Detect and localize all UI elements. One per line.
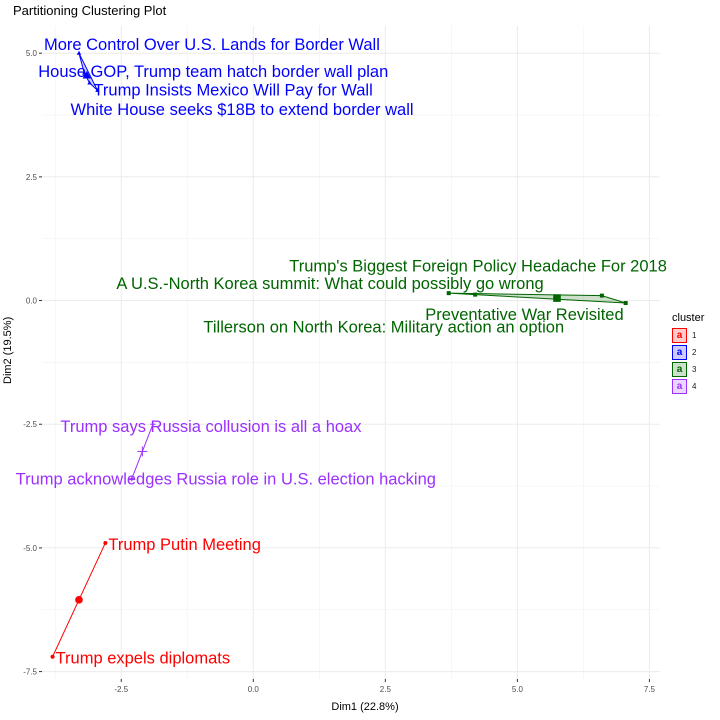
y-tick-label: -2.5 xyxy=(23,420,37,429)
legend-item-1: a 1 xyxy=(672,327,704,344)
legend-label-2: 2 xyxy=(692,348,697,357)
y-tick-label: 0.0 xyxy=(26,297,38,306)
x-tick-label: -2.5 xyxy=(114,685,128,694)
point-label: More Control Over U.S. Lands for Border … xyxy=(44,36,380,54)
x-tick-label: 0.0 xyxy=(248,685,260,694)
point-label: A U.S.-North Korea summit: What could po… xyxy=(116,275,543,293)
point-label: House GOP, Trump team hatch border wall … xyxy=(38,63,388,81)
cluster-center-1 xyxy=(75,596,83,604)
legend-item-2: a 2 xyxy=(672,344,704,361)
legend-key-2: a xyxy=(672,345,687,360)
x-tick-label: 5.0 xyxy=(512,685,524,694)
cluster-2 xyxy=(76,50,100,92)
y-tick-label: 5.0 xyxy=(26,49,38,58)
point-label: Trump says Russia collusion is all a hoa… xyxy=(60,418,362,436)
panel-background xyxy=(42,26,660,679)
cluster-1 xyxy=(50,540,108,659)
x-axis-label: Dim1 (22.8%) xyxy=(0,701,720,713)
x-tick-label: 7.5 xyxy=(644,685,656,694)
point-2-1 xyxy=(76,50,82,55)
cluster-center-3 xyxy=(553,294,561,302)
legend-item-4: a 4 xyxy=(672,378,704,395)
y-tick-label: 2.5 xyxy=(26,173,38,182)
point-label: Trump expels diplomats xyxy=(56,650,231,668)
x-axis-label-text: Dim1 (22.8%) xyxy=(331,701,399,713)
legend-label-4: 4 xyxy=(692,382,697,391)
legend-key-3: a xyxy=(672,362,687,377)
chart-title: Partitioning Clustering Plot xyxy=(13,3,167,18)
legend-label-1: 1 xyxy=(692,331,697,340)
point-3-4 xyxy=(473,292,478,297)
y-tick-label: -5.0 xyxy=(23,544,37,553)
cluster-center-2 xyxy=(82,70,92,79)
legend-key-1: a xyxy=(672,328,687,343)
point-3-3 xyxy=(623,301,628,306)
point-1-1 xyxy=(103,540,108,545)
legend-key-4: a xyxy=(672,379,687,394)
legend-item-3: a 3 xyxy=(672,361,704,378)
point-label: Tillerson on North Korea: Military actio… xyxy=(203,319,564,337)
axes: -2.5 0.0 2.5 5.0 7.5 -7.5 -5.0 -2.5 0.0 2.5 5.0 xyxy=(23,49,655,694)
point-label: Trump acknowledges Russia role in U.S. e… xyxy=(16,471,436,489)
legend-label-3: 3 xyxy=(692,365,697,374)
point-3-1 xyxy=(599,293,604,298)
cluster-center-4 xyxy=(137,446,148,457)
point-label: Trump's Biggest Foreign Policy Headache … xyxy=(289,258,667,276)
grid xyxy=(42,26,660,679)
legend: cluster a 1 a 2 a 3 a 4 xyxy=(672,312,704,395)
point-4-1 xyxy=(150,421,156,427)
point-labels: Trump Putin Meeting Trump expels diplomat… xyxy=(16,36,667,668)
x-tick-label: 2.5 xyxy=(380,685,392,694)
point-2-4 xyxy=(87,80,92,85)
point-4-2 xyxy=(129,476,135,482)
point-2-3 xyxy=(95,87,100,92)
point-3-2 xyxy=(446,291,451,296)
point-2-2 xyxy=(82,70,87,75)
point-label: White House seeks $18B to extend border … xyxy=(71,101,414,119)
y-tick-label: -7.5 xyxy=(23,668,37,677)
cluster-4 xyxy=(129,421,156,482)
point-label: Preventative War Revisited xyxy=(425,306,623,324)
point-1-2 xyxy=(50,654,55,659)
point-label: Trump Putin Meeting xyxy=(108,536,261,554)
cluster-3 xyxy=(446,291,628,306)
clusters xyxy=(50,50,628,659)
y-axis-label: Dim2 (19.5%) xyxy=(2,316,14,384)
point-label: Trump Insists Mexico Will Pay for Wall xyxy=(93,81,372,99)
legend-title: cluster xyxy=(672,312,705,324)
